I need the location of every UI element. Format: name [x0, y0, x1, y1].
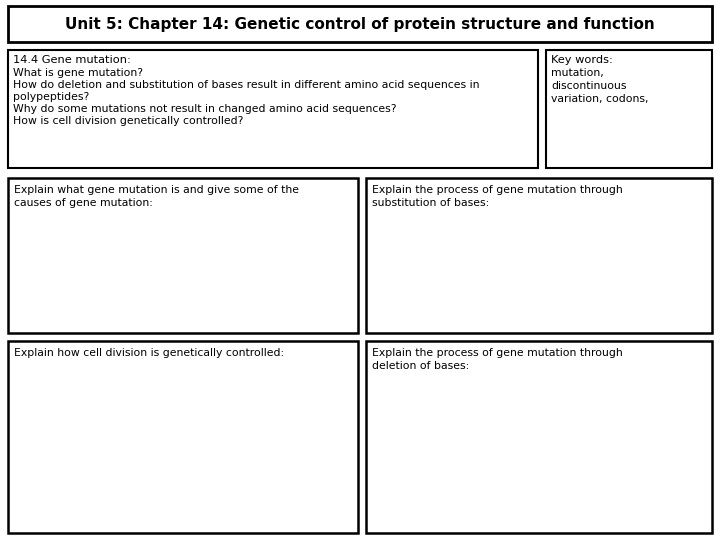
Bar [366, 178, 712, 333]
Text: Unit 5: Chapter 14: Genetic control of protein structure and function: Unit 5: Chapter 14: Genetic control of p… [65, 17, 655, 31]
Text: How do deletion and substitution of bases result in different amino acid sequenc: How do deletion and substitution of base… [13, 80, 480, 90]
Bar [8, 6, 712, 42]
Text: Explain what gene mutation is and give some of the: Explain what gene mutation is and give s… [14, 185, 299, 195]
Text: Explain the process of gene mutation through: Explain the process of gene mutation thr… [372, 348, 623, 358]
Text: deletion of bases:: deletion of bases: [372, 361, 469, 371]
Text: 14.4 Gene mutation:: 14.4 Gene mutation: [13, 55, 131, 65]
Text: Why do some mutations not result in changed amino acid sequences?: Why do some mutations not result in chan… [13, 104, 397, 114]
Text: variation, codons,: variation, codons, [551, 94, 649, 104]
Text: mutation,: mutation, [551, 68, 604, 78]
Text: Explain the process of gene mutation through: Explain the process of gene mutation thr… [372, 185, 623, 195]
Text: substitution of bases:: substitution of bases: [372, 198, 490, 208]
Text: Key words:: Key words: [551, 55, 613, 65]
Bar [8, 50, 538, 168]
Text: Explain how cell division is genetically controlled:: Explain how cell division is genetically… [14, 348, 284, 358]
Text: discontinuous: discontinuous [551, 81, 626, 91]
Bar [546, 50, 712, 168]
Text: polypeptides?: polypeptides? [13, 92, 89, 102]
Bar [366, 341, 712, 533]
Text: What is gene mutation?: What is gene mutation? [13, 68, 143, 78]
Bar [8, 341, 358, 533]
Text: How is cell division genetically controlled?: How is cell division genetically control… [13, 116, 243, 126]
Bar [8, 178, 358, 333]
Text: causes of gene mutation:: causes of gene mutation: [14, 198, 153, 208]
